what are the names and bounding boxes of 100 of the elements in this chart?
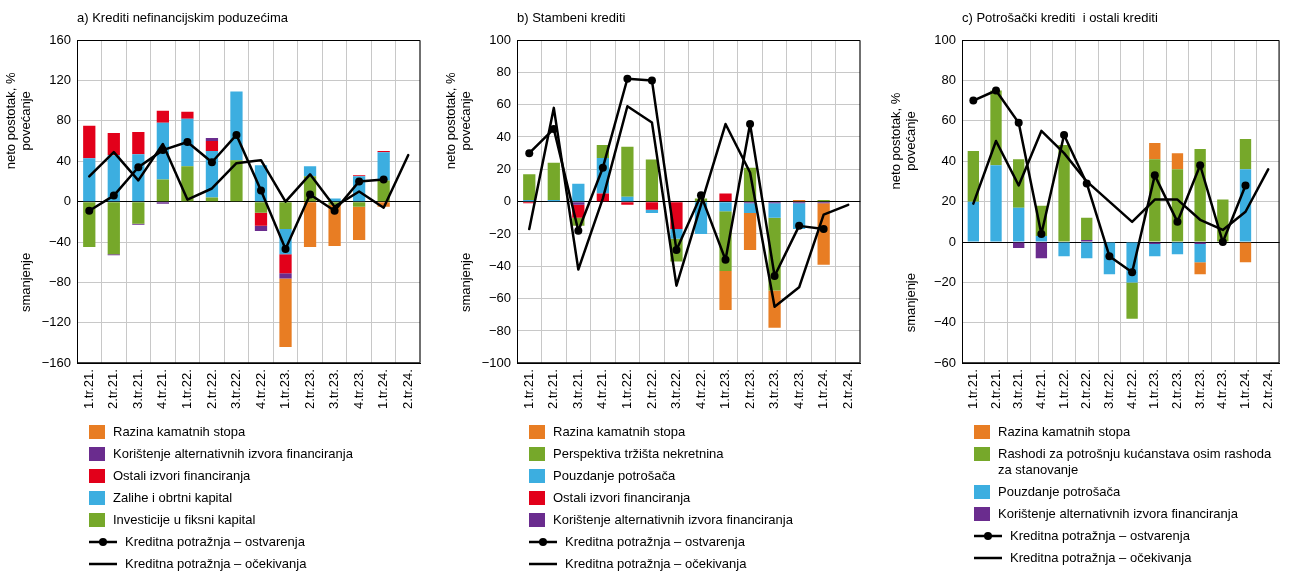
x-tick-label: 4.tr.21. [594, 369, 610, 409]
legend-label: Razina kamatnih stopa [998, 424, 1131, 440]
legend-label: Kreditna potražnja – očekivanja [565, 556, 747, 572]
x-tick-label: 1.tr.21. [964, 369, 980, 409]
y-tick-label: −80 [488, 322, 511, 338]
x-tick-label: 3.tr.21. [569, 369, 585, 409]
x-tick-label: 3.tr.22. [1101, 369, 1116, 409]
x-tick-label: 4.tr.23. [350, 369, 366, 409]
legend-label: Ostali izvori financiranja [553, 490, 691, 506]
y-tick-label: −40 [933, 314, 956, 330]
x-tick-label: 1.tr.24. [815, 369, 831, 409]
legend-label: Perspektiva tržišta nekretnina [553, 446, 724, 462]
text: povećanje [17, 91, 33, 151]
x-tick-label: 1.tr.22. [1055, 369, 1071, 409]
legend-label: Rashodi za potrošnju kućanstava osim rashoda za stanovanje [998, 446, 1273, 478]
y-tick-label: −60 [933, 354, 956, 370]
x-tick-label: 4.tr.22. [252, 369, 268, 409]
y-tick-label: −80 [48, 274, 71, 290]
y-tick-label: −160 [41, 354, 71, 370]
y-axis-title: neto postotak, % [887, 92, 903, 190]
y-tick-label: −40 [48, 233, 71, 249]
x-tick-label: 3.tr.23. [1191, 369, 1207, 409]
legend-label: Korištenje alternativnih izvora financiranja [113, 446, 353, 462]
x-tick-label: 3.tr.23. [326, 369, 342, 409]
y-tick-label: −100 [481, 354, 511, 370]
x-tick-label: 2.tr.24. [1259, 369, 1275, 409]
x-tick-label: 2.tr.24. [839, 369, 855, 409]
text: povećanje [457, 91, 473, 151]
x-tick-label: 2.tr.22. [203, 369, 219, 409]
y-axis-title: neto postotak, % [442, 71, 458, 170]
y-tick-label: 0 [63, 193, 71, 209]
y-tick-label: 80 [496, 63, 511, 79]
x-tick-label: 4.tr.21. [1032, 369, 1048, 409]
x-tick-label: 4.tr.22. [1123, 369, 1139, 409]
legend-label: Razina kamatnih stopa [553, 424, 686, 440]
x-tick-label: 1.tr.24. [375, 369, 391, 409]
y-tick-label: 100 [489, 31, 511, 47]
x-tick-label: 2.tr.21. [545, 369, 561, 409]
x-tick-label: 2.tr.23. [1169, 369, 1185, 409]
y-tick-label: −20 [933, 274, 956, 290]
legend-label: Kreditna potražnja – ostvarenja [125, 534, 305, 550]
x-tick-label: 2.tr.24. [399, 369, 415, 409]
x-tick-label: 4.tr.22. [692, 369, 708, 409]
x-tick-label: 4.tr.21. [154, 369, 170, 409]
legend-label: Pouzdanje potrošača [998, 484, 1121, 500]
y-tick-label: 20 [496, 160, 511, 176]
x-tick-label: 3.tr.21. [1010, 369, 1026, 409]
x-tick-label: 2.tr.22. [1078, 369, 1094, 409]
x-tick-label: 1.tr.21. [520, 369, 536, 409]
chart-title: c) Potrošački krediti i ostali krediti [962, 10, 1158, 25]
y-tick-label: 120 [49, 71, 71, 87]
x-tick-label: 1.tr.21. [80, 369, 96, 409]
y-tick-label: −20 [488, 225, 511, 241]
x-tick-label: 1.tr.24. [1237, 369, 1253, 409]
x-tick-label: 4.tr.23. [1214, 369, 1230, 409]
x-tick-label: 1.tr.23. [277, 369, 293, 409]
y-tick-label: −40 [488, 257, 511, 273]
x-tick-label: 1.tr.23. [717, 369, 733, 409]
text: smanjenje [902, 273, 918, 333]
y-tick-label: 100 [934, 31, 956, 47]
legend-label: Zalihe i obrtni kapital [113, 490, 233, 506]
x-tick-label: 3.tr.23. [766, 369, 782, 409]
text: povećanje [902, 111, 918, 171]
legend-label: Razina kamatnih stopa [113, 424, 246, 440]
x-tick-label: 2.tr.23. [741, 369, 757, 409]
x-tick-label: 1.tr.23. [1146, 369, 1162, 409]
text: smanjenje [17, 252, 33, 313]
y-tick-label: −120 [41, 314, 71, 330]
x-tick-label: 1.tr.22. [178, 369, 194, 409]
legend-label: Kreditna potražnja – ostvarenja [565, 534, 745, 550]
x-tick-label: 3.tr.21. [129, 369, 145, 409]
x-tick-label: 1.tr.22. [618, 369, 634, 409]
legend-label: Korištenje alternativnih izvora financiranja [998, 506, 1238, 522]
y-tick-label: 0 [948, 233, 956, 249]
x-tick-label: 2.tr.21. [987, 369, 1003, 409]
legend-label: Kreditna potražnja – ostvarenja [1010, 528, 1190, 544]
x-tick-label: 3.tr.22. [668, 369, 684, 409]
y-tick-label: 160 [49, 31, 71, 47]
x-tick-label: 2.tr.23. [301, 369, 317, 409]
legend-label: Ostali izvori financiranja [113, 468, 251, 484]
y-tick-label: 80 [56, 112, 71, 128]
y-tick-label: 40 [941, 152, 956, 168]
y-tick-label: 80 [941, 71, 956, 87]
x-tick-label: 4.tr.23. [790, 369, 806, 409]
legend-label: Korištenje alternativnih izvora financiranja [553, 512, 793, 528]
legend-label: Kreditna potražnja – očekivanja [125, 556, 307, 572]
legend-label: Kreditna potražnja – očekivanja [1010, 550, 1192, 566]
chart-title: b) Stambeni krediti [517, 10, 626, 25]
legend-label: Investicije u fiksni kapital [113, 512, 256, 528]
legend-label: Pouzdanje potrošača [553, 468, 676, 484]
y-axis-title: neto postotak, % [2, 71, 18, 170]
y-tick-label: 20 [941, 193, 956, 209]
y-tick-label: −60 [488, 290, 511, 306]
text: smanjenje [457, 252, 473, 313]
y-tick-label: 0 [503, 193, 511, 209]
x-tick-label: 3.tr.22. [228, 369, 244, 409]
x-tick-label: 2.tr.21. [105, 369, 121, 409]
y-tick-label: 60 [496, 96, 511, 112]
x-tick-label: 2.tr.22. [643, 369, 659, 409]
y-tick-label: 60 [941, 112, 956, 128]
